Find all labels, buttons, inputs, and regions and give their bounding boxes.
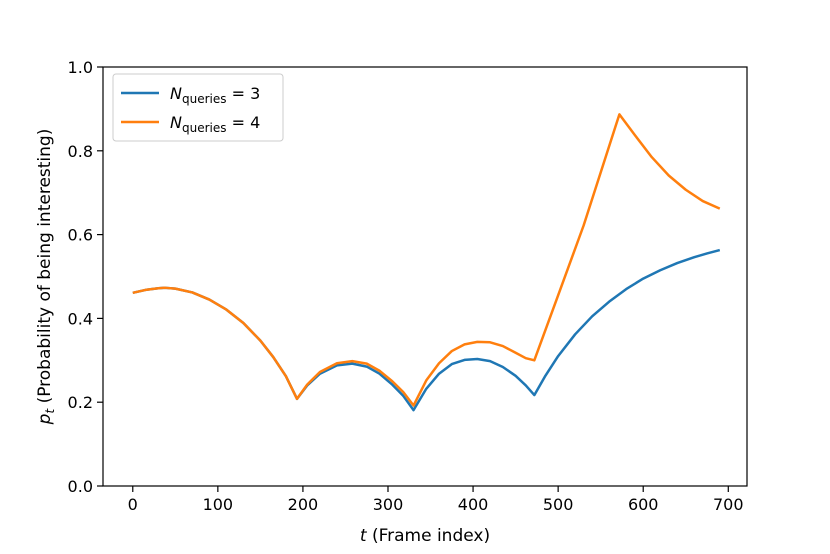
legend-series-2-var: N [170, 113, 182, 132]
x-tick-label: 300 [373, 495, 404, 514]
y-tick-label: 0.6 [68, 226, 93, 245]
legend-series-1-text: = 3 [226, 84, 260, 103]
x-tick-label: 400 [458, 495, 489, 514]
x-tick-label: 0 [128, 495, 138, 514]
y-tick-label: 1.0 [68, 58, 93, 77]
y-axis-ticks: 0.0 0.2 0.4 0.6 0.8 1.0 [68, 58, 103, 496]
y-tick-label: 0.2 [68, 393, 93, 412]
y-tick-label: 0.4 [68, 309, 93, 328]
series-layer [132, 113, 721, 412]
legend-label-series-1: Nqueries = 3 [170, 84, 260, 106]
y-axis-label: pt (Probability of being interesting) [35, 129, 57, 426]
y-axis-label-text: (Probability of being interesting) [35, 129, 55, 409]
x-tick-label: 500 [543, 495, 574, 514]
x-tick-label: 600 [628, 495, 659, 514]
y-tick-label: 0.0 [68, 477, 93, 496]
x-axis-label-text: (Frame index) [367, 526, 491, 546]
legend-series-2-sub: queries [182, 121, 227, 135]
x-tick-label: 100 [203, 495, 234, 514]
legend: Nqueries = 3 Nqueries = 4 [112, 73, 284, 142]
y-axis-label-sub: t [43, 408, 57, 414]
x-axis-ticks: 0 100 200 300 400 500 600 700 [128, 486, 744, 514]
y-tick-label: 0.8 [68, 142, 93, 161]
legend-series-1-var: N [170, 84, 182, 103]
x-tick-label: 200 [288, 495, 319, 514]
x-axis-label-var: t [360, 526, 368, 546]
series-line-2 [132, 113, 721, 407]
x-axis-label: t (Frame index) [360, 526, 490, 546]
legend-box [112, 73, 284, 142]
plot-frame [102, 66, 748, 487]
x-tick-label: 700 [713, 495, 744, 514]
y-axis-label-var: p [35, 413, 55, 425]
legend-series-1-sub: queries [182, 92, 227, 106]
legend-label-series-2: Nqueries = 4 [170, 113, 260, 135]
legend-series-2-text: = 4 [226, 113, 260, 132]
